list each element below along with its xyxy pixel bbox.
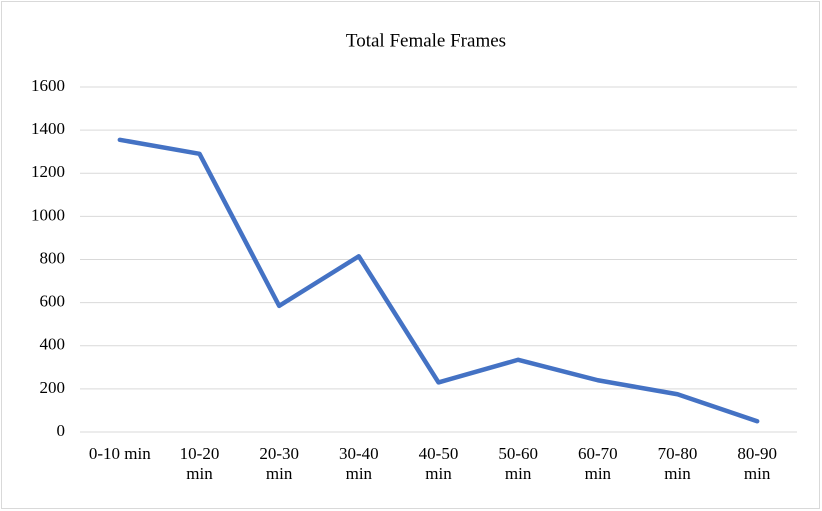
x-tick-label: 40-50 min — [418, 444, 459, 483]
y-tick-label: 600 — [40, 292, 66, 311]
x-tick-label: 0-10 min — [88, 444, 151, 463]
y-tick-label: 1200 — [31, 162, 65, 181]
x-tick-label: 30-40 min — [338, 444, 379, 483]
line-series — [117, 137, 760, 424]
chart-title: Total Female Frames — [346, 30, 506, 51]
x-tick-label: 60-70 min — [577, 444, 618, 483]
y-tick-label: 400 — [40, 335, 66, 354]
x-tick-label: 70-80 min — [657, 444, 698, 483]
y-tick-label: 800 — [40, 248, 66, 267]
x-tick-label: 50-60 min — [498, 444, 538, 483]
y-tick-label: 1600 — [31, 76, 65, 95]
x-tick-label: 20-30 min — [259, 444, 299, 483]
y-tick-label: 200 — [40, 378, 66, 397]
y-tick-label: 1400 — [31, 119, 65, 138]
x-tick-label: 10-20 min — [179, 444, 220, 483]
y-tick-label: 1000 — [31, 205, 65, 224]
y-tick-label: 0 — [57, 421, 66, 440]
x-tick-label: 80-90 min — [737, 444, 777, 483]
